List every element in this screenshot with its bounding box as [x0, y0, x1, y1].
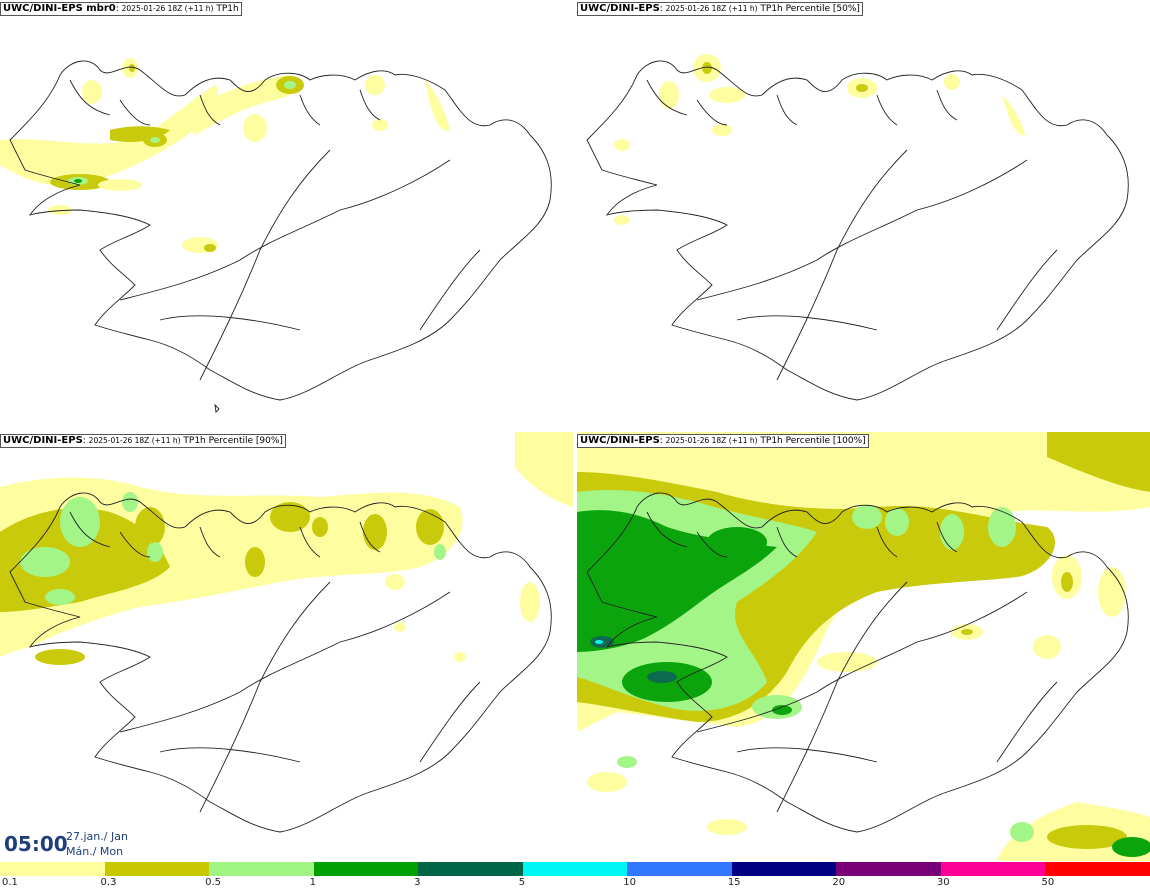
- precip-map: [586, 54, 1129, 401]
- legend-swatch: [313, 862, 419, 876]
- iceland-coastline: [9, 60, 573, 412]
- legend-swatch: [104, 862, 210, 876]
- panel-title: UWC/DINI-EPS: 2025-01-26 18Z (+11 h) TP1…: [0, 434, 286, 448]
- legend-tick-label: 0.5: [205, 877, 221, 888]
- legend-swatch: [731, 862, 837, 876]
- valid-date-line2: Mán./ Mon: [66, 845, 124, 858]
- panel-title: UWC/DINI-EPS mbr0: 2025-01-26 18Z (+11 h…: [0, 2, 242, 16]
- valid-time-clock: 05:00: [4, 832, 68, 856]
- legend-tick-label: 0.1: [2, 877, 18, 888]
- legend-tick-label: 30: [936, 877, 950, 888]
- panel-separator: [573, 0, 577, 862]
- valid-time-box: 05:00 27.jan./ Jan Mán./ Mon: [0, 826, 138, 862]
- legend-swatch: [0, 862, 105, 876]
- precip-field: [614, 54, 1025, 225]
- iceland-coastline: [9, 492, 552, 833]
- legend-tick-label: 3: [414, 877, 421, 888]
- panel-title: UWC/DINI-EPS: 2025-01-26 18Z (+11 h) TP1…: [577, 434, 869, 448]
- legend-color-bar: [0, 862, 1150, 876]
- precip-field: [577, 432, 1150, 861]
- map-panel-p100: UWC/DINI-EPS: 2025-01-26 18Z (+11 h) TP1…: [577, 432, 1150, 861]
- legend-tick-label: 0.3: [100, 877, 117, 888]
- legend-tick-label: 15: [727, 877, 741, 888]
- legend-tick-label: 5: [518, 877, 526, 888]
- color-legend: 0.1 0.3 0.5 1 3 5 10 15 20 30 50: [0, 862, 1150, 891]
- legend-swatch: [418, 862, 523, 876]
- iceland-coastline: [586, 60, 1129, 401]
- precip-map: [577, 432, 1150, 861]
- iceland-coastline: [586, 492, 1129, 833]
- precip-field: [0, 432, 573, 665]
- legend-swatch: [1045, 862, 1150, 876]
- legend-tick-label: 50: [1041, 877, 1055, 888]
- valid-date-line1: 27.jan./ Jan: [66, 830, 128, 843]
- legend-tick-label: 10: [623, 877, 636, 888]
- panel-title: UWC/DINI-EPS: 2025-01-26 18Z (+11 h) TP1…: [577, 2, 863, 16]
- legend-swatch: [209, 862, 314, 876]
- precip-field: [0, 58, 450, 253]
- map-panel-mbr0: UWC/DINI-EPS mbr0: 2025-01-26 18Z (+11 h…: [0, 0, 573, 429]
- precip-map: [0, 58, 573, 429]
- map-panel-p90: UWC/DINI-EPS: 2025-01-26 18Z (+11 h) TP1…: [0, 432, 573, 861]
- legend-swatch: [522, 862, 628, 876]
- precip-map: [0, 432, 573, 833]
- map-panel-p50: UWC/DINI-EPS: 2025-01-26 18Z (+11 h) TP1…: [577, 0, 1150, 429]
- legend-swatch: [940, 862, 1046, 876]
- legend-swatch: [836, 862, 941, 876]
- legend-swatch: [627, 862, 732, 876]
- legend-tick-label: 1: [309, 877, 316, 888]
- legend-tick-label: 20: [832, 877, 846, 888]
